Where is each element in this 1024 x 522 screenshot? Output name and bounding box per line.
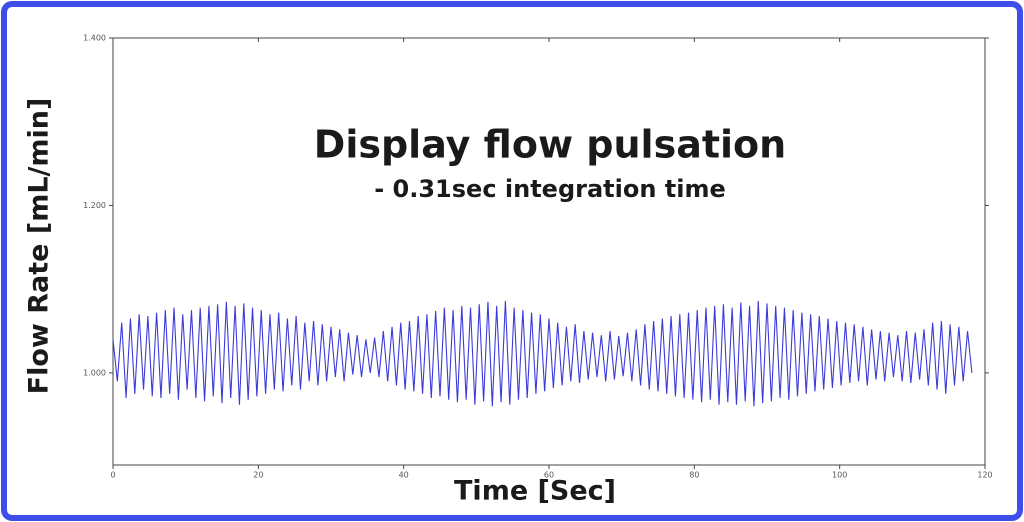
y-axis-label: Flow Rate [mL/min] bbox=[24, 98, 55, 395]
x-tick-label: 60 bbox=[544, 471, 554, 480]
flow-line bbox=[112, 300, 973, 407]
x-tick-label: 100 bbox=[832, 471, 847, 480]
y-tick-label: 1.200 bbox=[83, 201, 106, 210]
x-tick-label: 120 bbox=[977, 471, 992, 480]
x-tick-label: 80 bbox=[689, 471, 699, 480]
y-tick-label: 1.000 bbox=[83, 368, 106, 377]
x-axis-label: Time [Sec] bbox=[454, 476, 616, 507]
x-tick-label: 20 bbox=[253, 471, 263, 480]
x-tick-label: 40 bbox=[399, 471, 409, 480]
x-tick-label: 0 bbox=[110, 471, 115, 480]
y-tick-label: 1.400 bbox=[83, 34, 106, 43]
chart-title: Display flow pulsation bbox=[314, 123, 786, 167]
chart-subtitle: - 0.31sec integration time bbox=[374, 175, 726, 203]
